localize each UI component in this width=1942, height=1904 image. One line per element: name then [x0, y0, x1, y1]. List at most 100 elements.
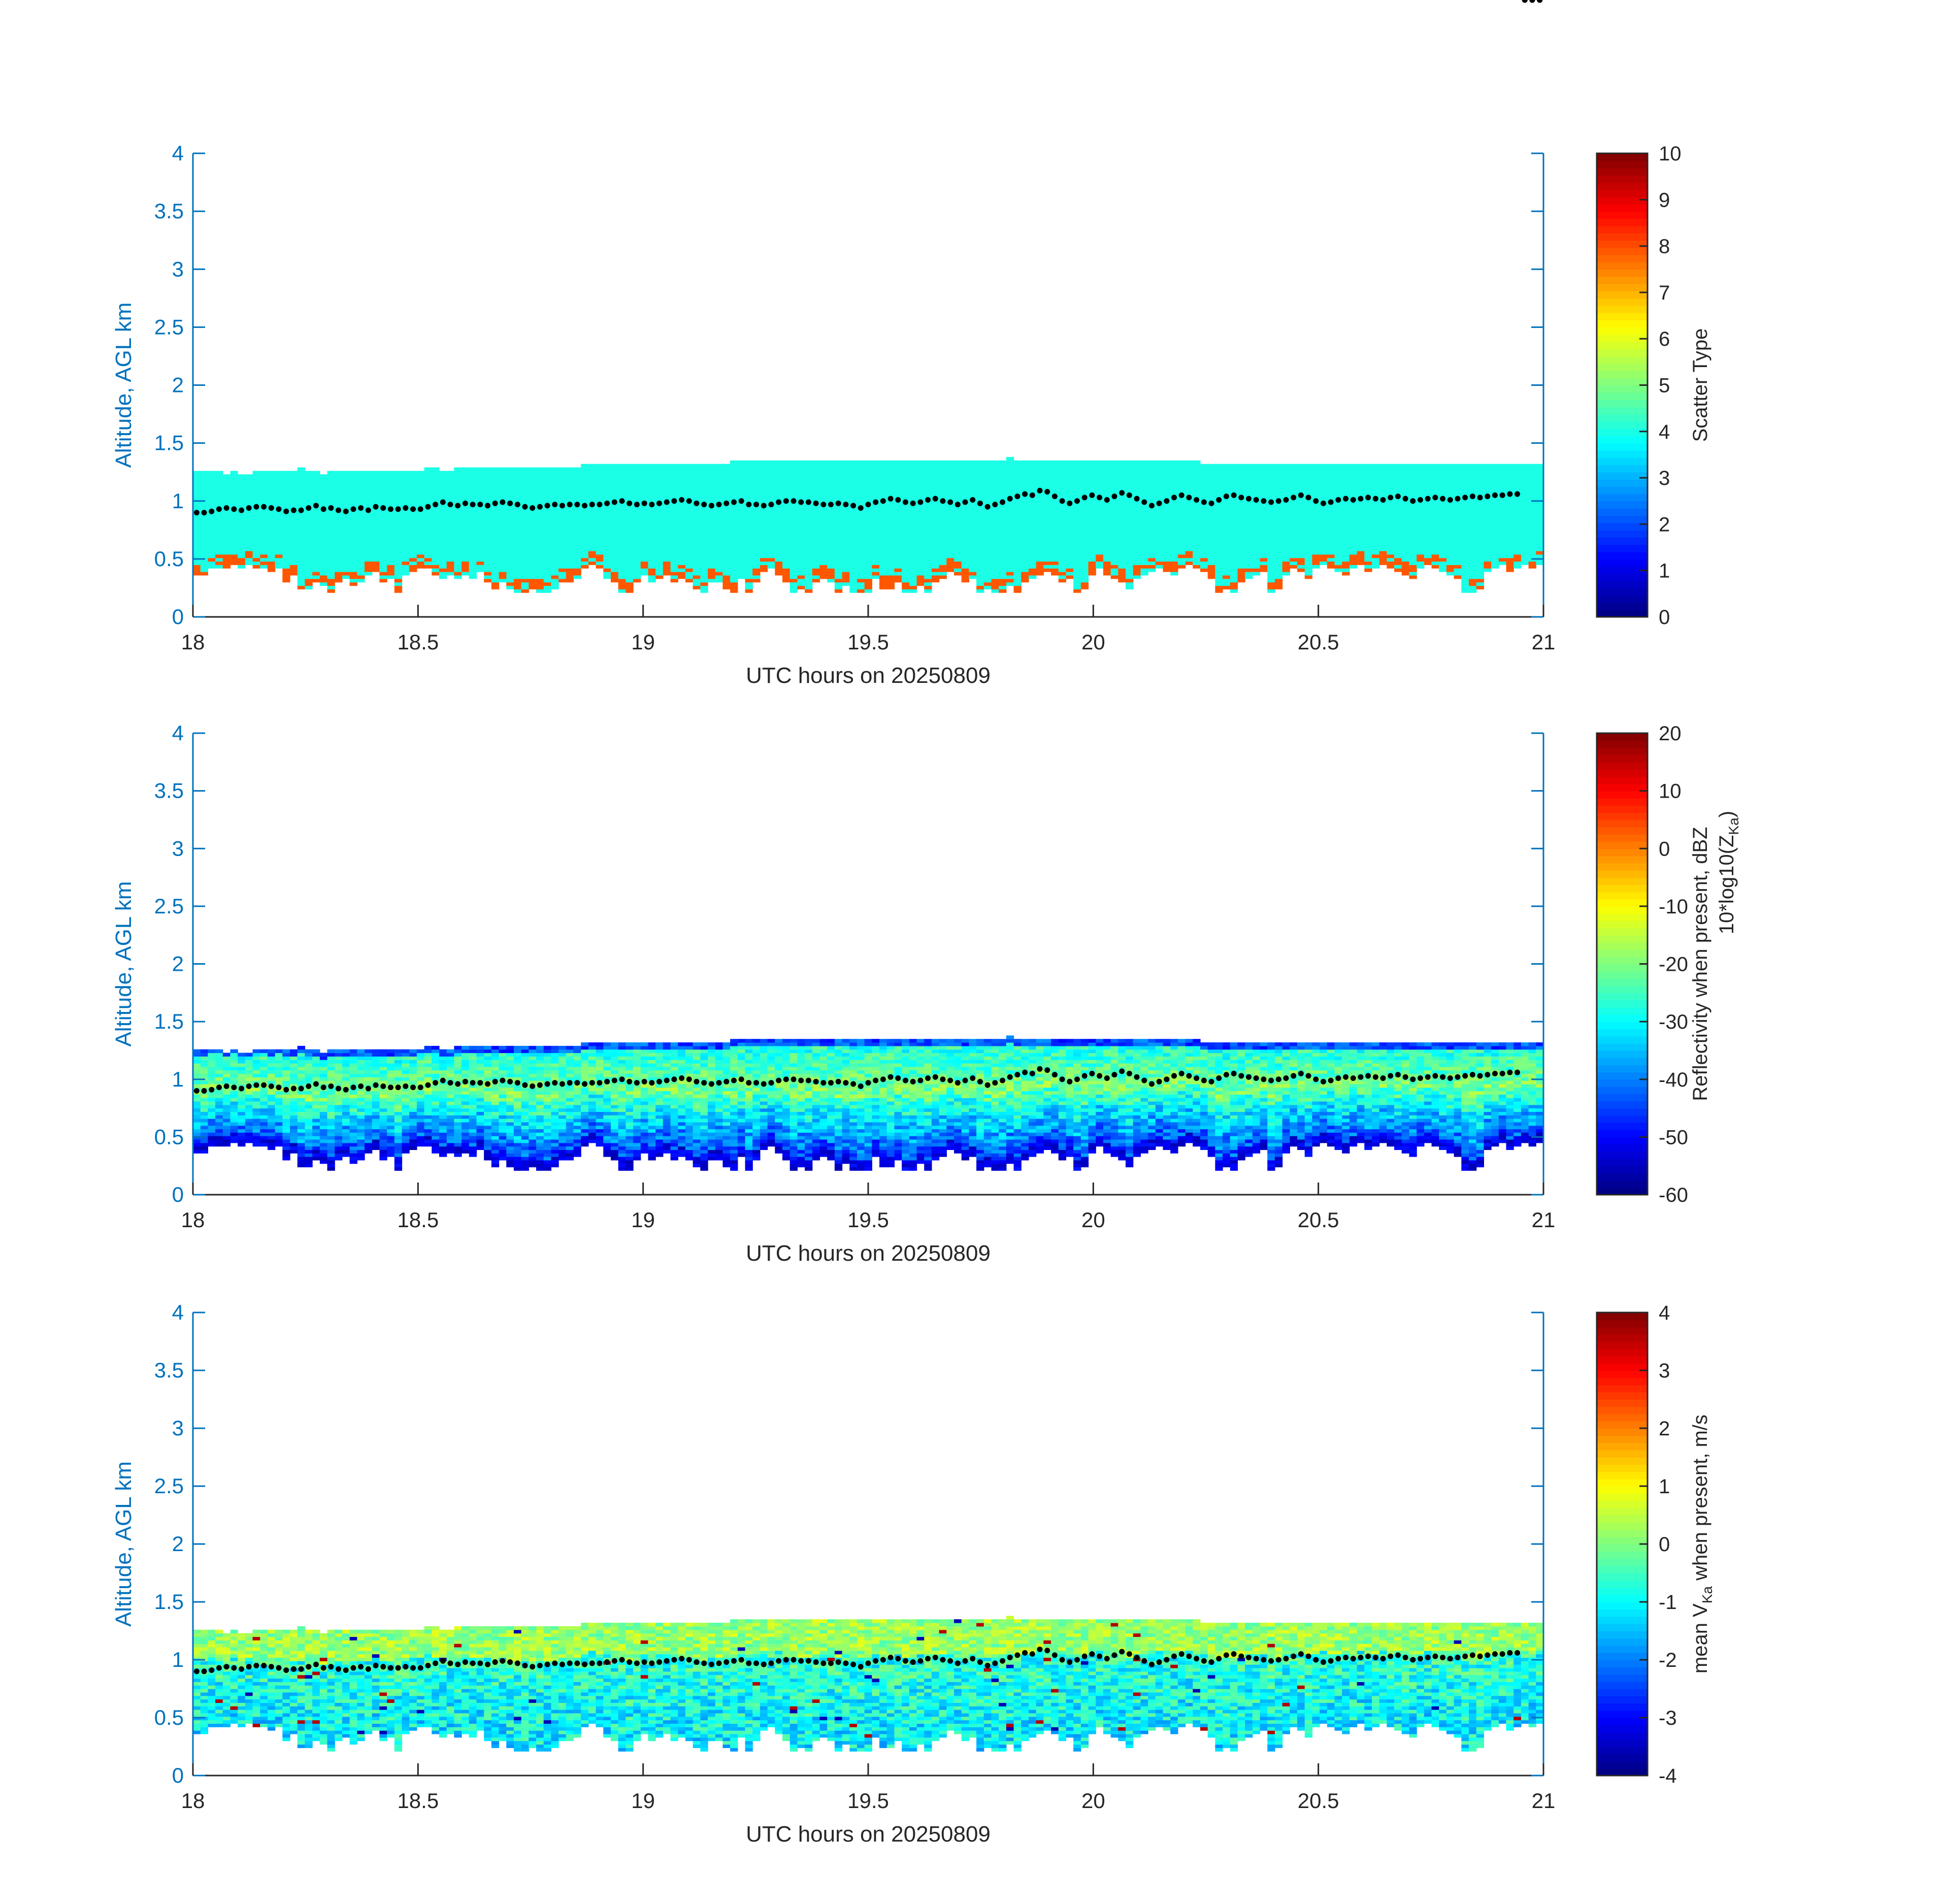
heatmap-cell: [789, 557, 798, 562]
heatmap-cell: [543, 488, 552, 493]
heatmap-cell: [536, 533, 544, 538]
heatmap-cell: [484, 568, 492, 572]
heatmap-cell: [1200, 481, 1208, 485]
heatmap-cell: [1282, 488, 1290, 493]
heatmap-cell: [603, 481, 611, 485]
heatmap-cell: [961, 491, 969, 496]
heatmap-cell: [879, 523, 887, 527]
heatmap-cell: [626, 481, 634, 485]
heatmap-cell: [1237, 464, 1245, 468]
heatmap-cell: [536, 578, 544, 583]
heatmap-cell: [491, 526, 500, 531]
heatmap-cell: [521, 554, 529, 559]
heatmap-cell: [454, 565, 462, 569]
heatmap-cell: [1282, 544, 1290, 548]
heatmap-cell: [618, 481, 626, 485]
heatmap-cell: [1177, 512, 1186, 517]
heatmap-cell: [193, 505, 201, 510]
heatmap-cell: [521, 575, 529, 579]
heatmap-cell: [1036, 505, 1044, 510]
heatmap-cell: [230, 481, 238, 485]
heatmap-cell: [513, 505, 522, 510]
heatmap-cell: [1237, 557, 1245, 562]
heatmap-cell: [939, 502, 947, 506]
heatmap-cell: [193, 484, 201, 489]
heatmap-cell: [491, 495, 500, 499]
heatmap-cell: [708, 519, 716, 523]
heatmap-cell: [1036, 544, 1044, 548]
heatmap-cell: [969, 568, 977, 572]
heatmap-cell: [969, 509, 977, 513]
heatmap-cell: [365, 571, 373, 576]
heatmap-cell: [1297, 519, 1305, 523]
heatmap-cell: [775, 505, 783, 510]
heatmap-cell: [357, 519, 365, 523]
heatmap-cell: [961, 575, 969, 579]
heatmap-cell: [797, 557, 805, 562]
heatmap-cell: [506, 474, 514, 478]
heatmap-cell: [230, 499, 238, 503]
heatmap-cell: [805, 516, 813, 520]
heatmap-cell: [469, 488, 477, 493]
heatmap-cell: [312, 516, 320, 520]
heatmap-cell: [581, 565, 589, 569]
heatmap-cell: [513, 557, 522, 562]
heatmap-cell: [446, 484, 454, 489]
heatmap-cell: [387, 478, 395, 482]
heatmap-cell: [1170, 568, 1178, 572]
heatmap-cell: [536, 519, 544, 523]
heatmap-cell: [1215, 478, 1223, 482]
heatmap-cell: [834, 585, 843, 589]
heatmap-cell: [1021, 502, 1029, 506]
heatmap-cell: [252, 478, 260, 482]
heatmap-cell: [1185, 540, 1193, 544]
heatmap-cell: [342, 471, 350, 475]
heatmap-cell: [1245, 526, 1253, 531]
heatmap-cell: [1058, 471, 1067, 475]
heatmap-cell: [1237, 568, 1245, 572]
heatmap-cell: [1118, 519, 1126, 523]
heatmap-cell: [1274, 533, 1283, 538]
heatmap-cell: [872, 554, 880, 559]
heatmap-cell: [939, 571, 947, 576]
heatmap-cell: [1080, 484, 1089, 489]
heatmap-cell: [663, 491, 671, 496]
heatmap-cell: [722, 568, 731, 572]
heatmap-cell: [1133, 464, 1141, 468]
heatmap-cell: [1185, 478, 1193, 482]
heatmap-cell: [812, 519, 820, 523]
heatmap-cell: [312, 568, 320, 572]
heatmap-cell: [1207, 488, 1215, 493]
heatmap-cell: [305, 575, 313, 579]
heatmap-cell: [1260, 554, 1268, 559]
heatmap-cell: [1126, 578, 1134, 583]
heatmap-cell: [335, 547, 343, 551]
heatmap-cell: [1126, 530, 1134, 534]
heatmap-cell: [222, 502, 231, 506]
heatmap-cell: [1155, 516, 1164, 520]
heatmap-cell: [1088, 557, 1096, 562]
heatmap-cell: [1177, 505, 1186, 510]
heatmap-cell: [1200, 540, 1208, 544]
heatmap-cell: [394, 557, 403, 562]
heatmap-cell: [976, 540, 984, 544]
heatmap-cell: [708, 547, 716, 551]
heatmap-cell: [1230, 467, 1238, 472]
heatmap-cell: [1237, 488, 1245, 493]
heatmap-cell: [260, 565, 268, 569]
heatmap-cell: [999, 474, 1007, 478]
heatmap-cell: [1215, 533, 1223, 538]
heatmap-cell: [1133, 526, 1141, 531]
heatmap-cell: [394, 502, 403, 506]
heatmap-cell: [1223, 547, 1231, 551]
heatmap-cell: [446, 537, 454, 541]
heatmap-cell: [1230, 471, 1238, 475]
heatmap-cell: [693, 547, 701, 551]
heatmap-cell: [349, 537, 357, 541]
heatmap-cell: [797, 519, 805, 523]
heatmap-cell: [842, 512, 850, 517]
heatmap-cell: [1096, 547, 1104, 551]
heatmap-cell: [1274, 561, 1283, 565]
heatmap-cell: [536, 547, 544, 551]
heatmap-cell: [827, 530, 835, 534]
